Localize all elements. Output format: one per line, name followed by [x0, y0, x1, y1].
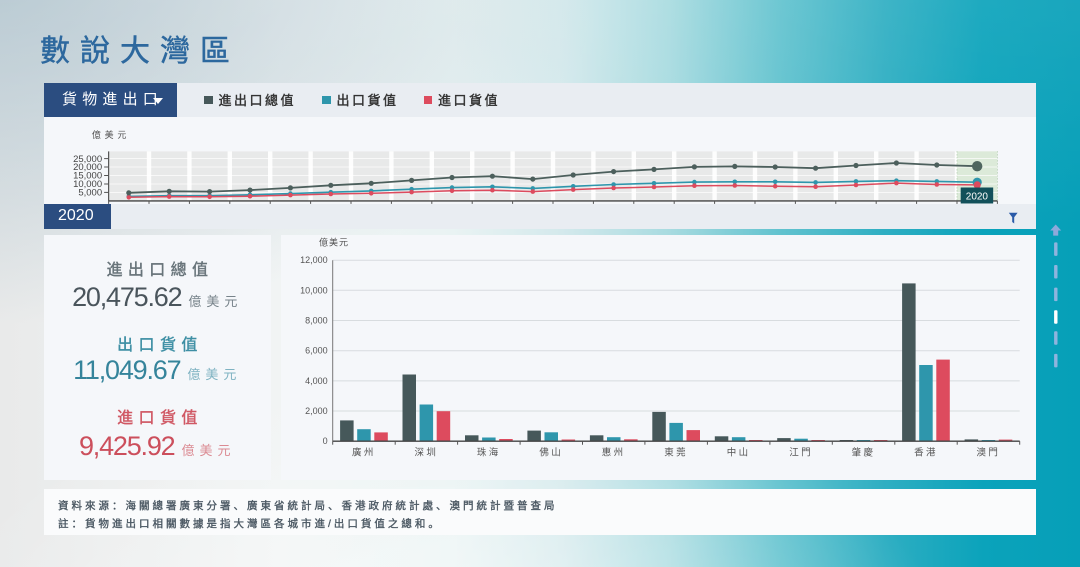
svg-text:15,000: 15,000 [73, 170, 102, 181]
svg-text:20,000: 20,000 [73, 162, 102, 173]
svg-text:惠州: 惠州 [601, 446, 625, 458]
svg-text:澳門: 澳門 [976, 446, 1000, 458]
svg-text:5,000: 5,000 [78, 187, 102, 198]
svg-text:億美元: 億美元 [319, 237, 349, 248]
svg-text:佛山: 佛山 [539, 446, 563, 458]
svg-text:0: 0 [322, 436, 327, 446]
svg-text:10,000: 10,000 [73, 179, 102, 190]
svg-text:中山: 中山 [726, 446, 750, 458]
svg-text:珠海: 珠海 [476, 446, 500, 458]
svg-text:深圳: 深圳 [414, 447, 438, 458]
svg-text:東莞: 東莞 [664, 446, 688, 458]
svg-text:2,000: 2,000 [305, 406, 328, 416]
svg-text:4,000: 4,000 [305, 376, 328, 386]
svg-text:12,000: 12,000 [300, 255, 328, 265]
svg-text:香港: 香港 [914, 446, 938, 458]
svg-text:廣州: 廣州 [351, 446, 375, 458]
svg-text:6,000: 6,000 [305, 346, 328, 356]
svg-text:10,000: 10,000 [300, 285, 328, 295]
svg-text:25,000: 25,000 [73, 153, 102, 164]
svg-text:億美元: 億美元 [92, 128, 130, 139]
svg-text:8,000: 8,000 [305, 316, 328, 326]
svg-text:江門: 江門 [789, 447, 813, 458]
svg-text:肇慶: 肇慶 [851, 446, 875, 458]
svg-text:2020: 2020 [966, 191, 989, 202]
